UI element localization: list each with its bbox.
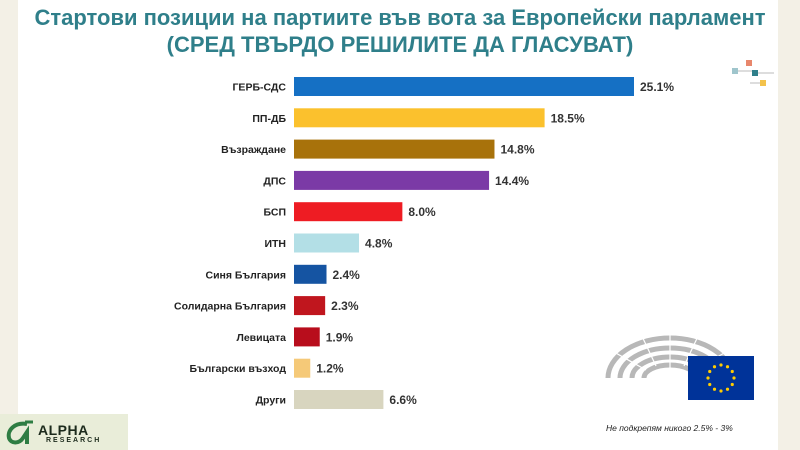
alpha-research-logo: ALPHA RESEARCH [0, 414, 128, 450]
eu-star-icon [730, 369, 734, 374]
bar [294, 390, 384, 409]
category-label: Солидарна България [174, 301, 286, 313]
bar [294, 108, 545, 128]
eu-star-icon [712, 387, 717, 391]
bar [294, 77, 634, 96]
eu-star-icon [730, 382, 734, 387]
data-label: 2.3% [331, 299, 359, 313]
eu-star-icon [719, 389, 723, 393]
category-label: ПП-ДБ [252, 113, 286, 125]
logo-name: ALPHA [38, 422, 89, 438]
right-margin-strip [778, 0, 800, 450]
data-label: 1.9% [326, 330, 354, 344]
data-label: 14.4% [495, 174, 529, 188]
decorative-squares-icon [732, 60, 774, 86]
bar [294, 327, 320, 347]
data-label: 2.4% [333, 268, 361, 282]
eu-star-icon [708, 382, 712, 387]
data-label: 4.8% [365, 237, 393, 251]
category-label: БСП [263, 207, 286, 219]
bar [294, 296, 326, 316]
eu-star-icon [732, 376, 736, 380]
data-label: 1.2% [316, 362, 344, 376]
category-label: Синя България [205, 269, 286, 281]
footnote: Не подкрепям никого 2.5% - 3% [606, 423, 733, 433]
title-line-1: Стартови позиции на партиите във вота за… [34, 5, 766, 30]
eu-star-icon [712, 365, 717, 369]
bar [294, 170, 490, 190]
category-label: Възраждане [221, 144, 286, 156]
data-label: 25.1% [640, 80, 674, 94]
alpha-logo-mark-icon [6, 420, 33, 445]
eu-star-icon [719, 363, 723, 367]
eu-star-icon [706, 376, 710, 380]
eu-star-icon [725, 387, 730, 391]
bar [294, 358, 311, 378]
category-label: ИТН [264, 238, 286, 250]
eu-star-icon [708, 369, 712, 374]
left-margin-strip [0, 0, 18, 450]
eu-flag-icon [688, 356, 754, 400]
data-label: 14.8% [500, 143, 534, 157]
european-parliament-icon [605, 326, 754, 400]
category-label: Левицата [236, 332, 286, 344]
title-line-2: (СРЕД ТВЪРДО РЕШИЛИТЕ ДА ГЛАСУВАТ) [166, 32, 634, 57]
data-label: 8.0% [408, 205, 436, 219]
data-label: 18.5% [551, 111, 585, 125]
eu-star-icon [725, 365, 730, 369]
category-label: ГЕРБ-СДС [232, 82, 286, 94]
bar [294, 233, 360, 253]
data-label: 6.6% [389, 393, 417, 407]
category-label: Български възход [189, 363, 286, 375]
category-label: ДПС [263, 175, 286, 187]
category-label: Други [256, 395, 286, 407]
bar [294, 139, 495, 159]
bar [294, 264, 327, 284]
logo-subtitle: RESEARCH [46, 437, 102, 444]
chart-title: Стартови позиции на партиите във вота за… [20, 4, 780, 58]
bar [294, 202, 403, 222]
